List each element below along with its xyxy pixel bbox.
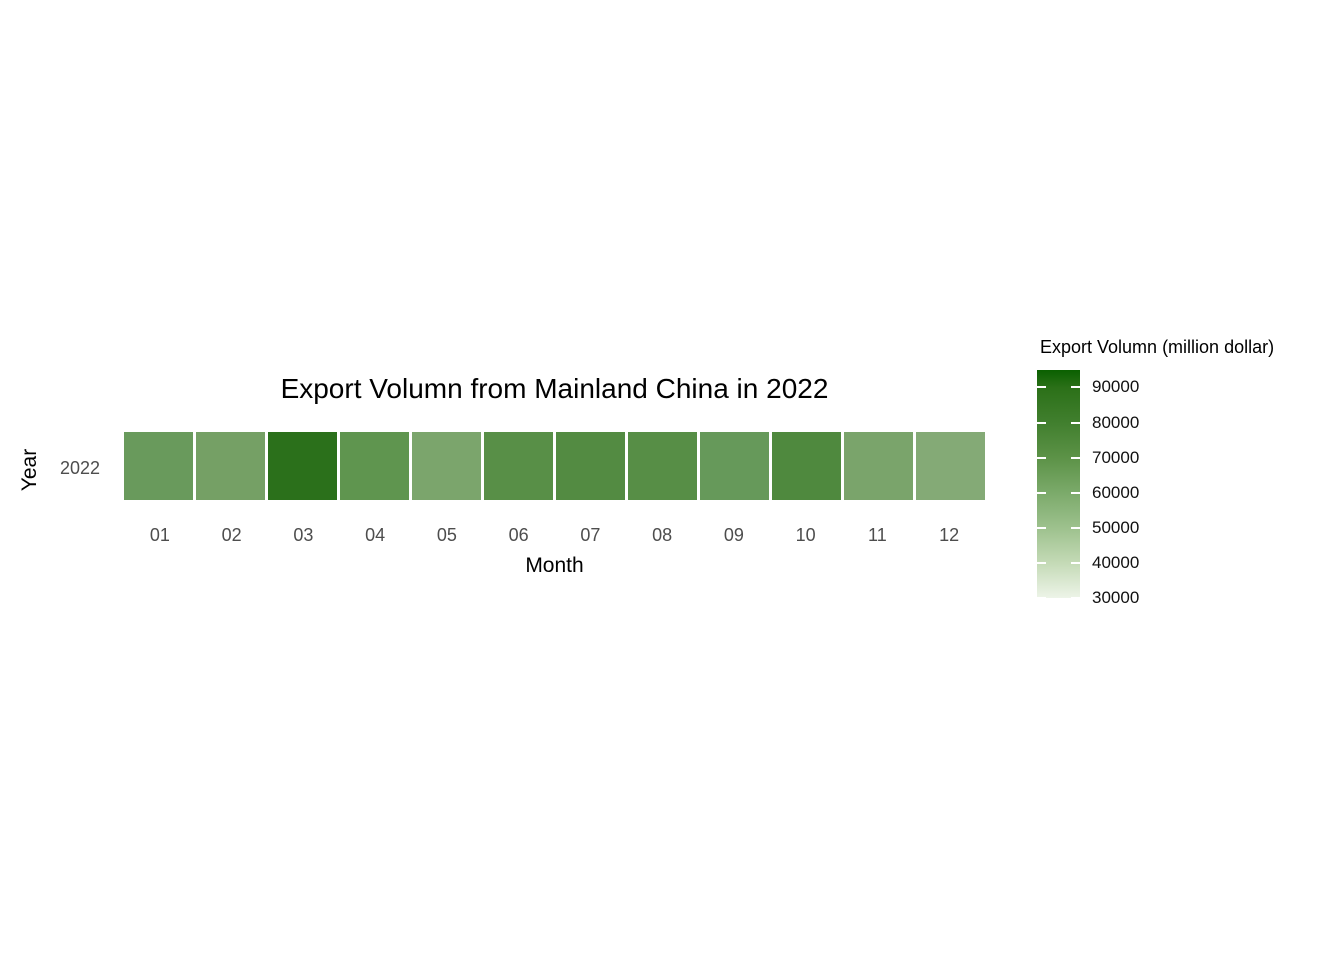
heatmap-cell-11 <box>844 432 913 500</box>
x-tick-label-06: 06 <box>508 525 529 545</box>
legend-tick-mark <box>1071 527 1080 529</box>
legend-tick-label-30000: 30000 <box>1092 588 1140 607</box>
heatmap-row <box>124 432 985 500</box>
heatmap-cell-04 <box>340 432 409 500</box>
x-tick-label-03: 03 <box>293 525 314 545</box>
legend-tick-mark <box>1037 597 1046 599</box>
heatmap-cell-10 <box>772 432 841 500</box>
heatmap-cell-09 <box>700 432 769 500</box>
legend-tick-mark <box>1037 492 1046 494</box>
legend-tick-mark <box>1071 597 1080 599</box>
x-tick-label-04: 04 <box>365 525 386 545</box>
legend-tick-mark <box>1071 457 1080 459</box>
x-tick-label-12: 12 <box>939 525 960 545</box>
y-tick-label-2022: 2022 <box>59 458 100 478</box>
legend-tick-label-80000: 80000 <box>1092 413 1140 432</box>
x-tick-label-11: 11 <box>868 525 887 545</box>
x-axis-title: Month <box>525 554 584 577</box>
heatmap-cell-02 <box>196 432 265 500</box>
heatmap-cell-03 <box>268 432 337 500</box>
x-tick-label-02: 02 <box>221 525 242 545</box>
legend-title: Export Volumn (million dollar) <box>1040 337 1275 357</box>
legend-tick-mark <box>1071 422 1080 424</box>
legend-tick-mark <box>1037 386 1046 388</box>
legend-tick-label-40000: 40000 <box>1092 553 1140 572</box>
x-tick-label-07: 07 <box>580 525 601 545</box>
x-tick-label-01: 01 <box>149 525 170 545</box>
legend-tick-mark <box>1071 562 1080 564</box>
x-tick-label-05: 05 <box>436 525 457 545</box>
legend-tick-label-90000: 90000 <box>1092 377 1140 396</box>
legend-tick-mark <box>1037 562 1046 564</box>
legend-tick-label-60000: 60000 <box>1092 483 1140 502</box>
legend-colorbar <box>1037 370 1080 598</box>
legend-tick-mark <box>1037 422 1046 424</box>
chart-title: Export Volumn from Mainland China in 202… <box>280 373 829 404</box>
heatmap-cell-05 <box>412 432 481 500</box>
legend-tick-mark <box>1071 386 1080 388</box>
legend-tick-mark <box>1037 527 1046 529</box>
heatmap-cell-12 <box>916 432 985 500</box>
heatmap-cell-01 <box>124 432 193 500</box>
heatmap-cell-08 <box>628 432 697 500</box>
x-axis-tick-labels: 01 02 03 04 05 06 07 08 09 10 11 12 <box>124 525 985 546</box>
legend-tick-label-50000: 50000 <box>1092 518 1140 537</box>
legend-tick-mark <box>1071 492 1080 494</box>
x-tick-label-10: 10 <box>795 525 816 545</box>
x-tick-label-08: 08 <box>652 525 673 545</box>
legend-tick-label-70000: 70000 <box>1092 448 1140 467</box>
x-tick-label-09: 09 <box>723 525 744 545</box>
heatmap-cell-06 <box>484 432 553 500</box>
heatmap-cell-07 <box>556 432 625 500</box>
legend-tick-mark <box>1037 457 1046 459</box>
